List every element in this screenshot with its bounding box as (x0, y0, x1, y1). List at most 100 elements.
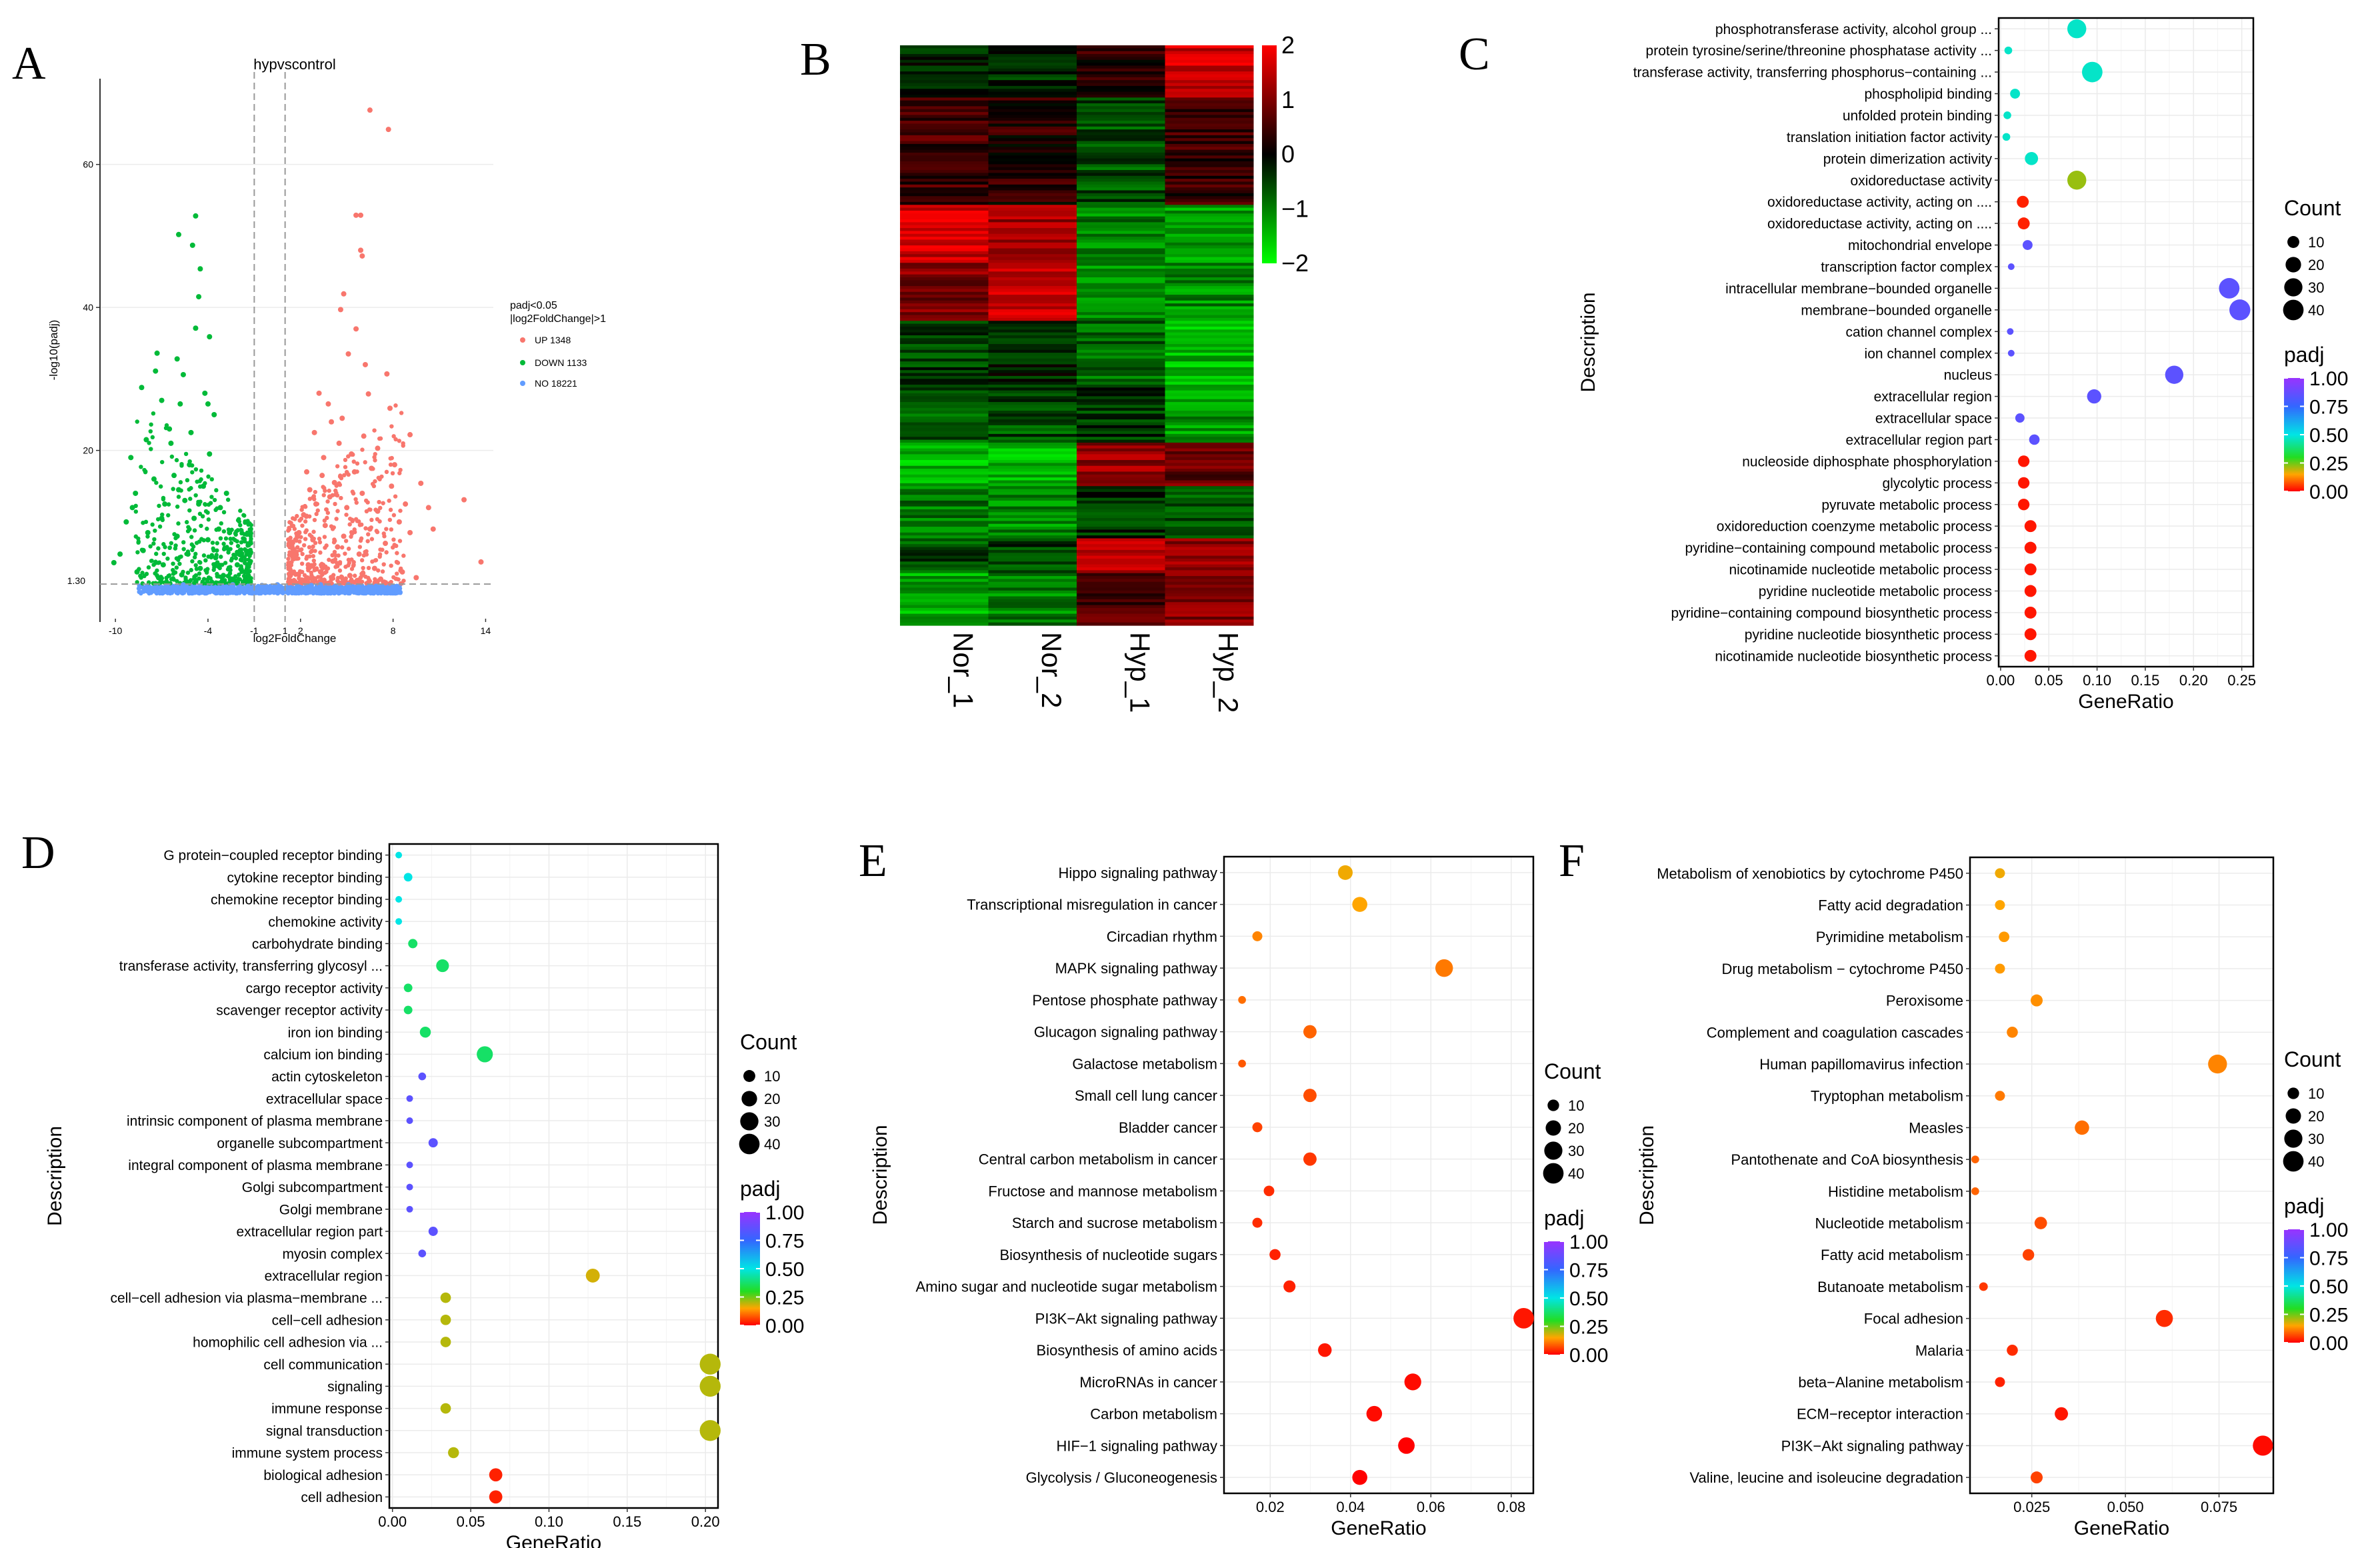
heatmap-cell (1077, 54, 1165, 57)
heatmap-cell (1165, 132, 1254, 136)
volcano-point-down-dense (205, 577, 210, 582)
volcano-point-down-dense (237, 572, 241, 577)
heatmap-cell (1077, 207, 1165, 211)
volcano-point-up-dense (329, 577, 334, 582)
go-c-term-label: protein tyrosine/serine/threonine phosph… (1646, 43, 1992, 59)
go-d-term-label: scavenger receptor activity (216, 1003, 383, 1019)
heatmap-cell (1165, 161, 1254, 165)
heatmap-cell (988, 45, 1077, 49)
heatmap-cell (900, 437, 989, 441)
volcano-legend-label-no: NO 18221 (535, 378, 577, 389)
heatmap-cell (1077, 561, 1165, 565)
heatmap-cell (1077, 45, 1165, 49)
heatmap-cell (988, 402, 1077, 405)
heatmap-cell (1077, 245, 1165, 249)
kegg-f-term-label: Fatty acid degradation (1818, 897, 1963, 913)
heatmap-cell (988, 274, 1077, 278)
heatmap-cell (900, 199, 989, 203)
panel-label-f: F (1559, 835, 1585, 887)
go-c-term-label: phospholipid binding (1865, 87, 1993, 102)
volcano-point-up-dense (368, 507, 373, 512)
heatmap-cell (900, 469, 989, 473)
volcano-point-up-dense (317, 540, 323, 545)
volcano-point-up-dense (339, 495, 343, 501)
go-c-dot (2029, 434, 2040, 445)
go-c-dot (2017, 195, 2029, 208)
heatmap-cell (988, 207, 1077, 211)
heatmap-cell (1077, 306, 1165, 310)
panel-f-kegg-dotplot: Metabolism of xenobiotics by cytochrome … (1636, 856, 2348, 1539)
volcano-point-down-dense (206, 474, 211, 479)
kegg-e-term-label: Pentose phosphate pathway (1032, 992, 1217, 1009)
heatmap-cell (1165, 91, 1254, 95)
heatmap-cell (988, 553, 1077, 557)
heatmap-cell (1165, 581, 1254, 585)
heatmap-cell (988, 263, 1077, 267)
go-d-count-legend-label: 30 (764, 1113, 780, 1130)
volcano-point-up-dense (339, 575, 345, 579)
volcano-point-up-dense (363, 549, 367, 555)
panel-label-c: C (1459, 29, 1490, 80)
heatmap-cell (1077, 48, 1165, 52)
heatmap-cell (988, 422, 1077, 426)
volcano-point-down (129, 505, 135, 511)
volcano-point-up-dense (322, 535, 327, 539)
heatmap-cell (1165, 210, 1254, 214)
volcano-point-up-dense (303, 505, 308, 509)
heatmap-cell (1077, 297, 1165, 301)
heatmap-cell (1165, 474, 1254, 478)
volcano-point-up (305, 562, 311, 568)
go-c-term-label: membrane−bounded organelle (1801, 303, 1992, 318)
volcano-point-down-dense (201, 577, 207, 581)
heatmap-cell (988, 379, 1077, 383)
volcano-point-up-dense (384, 527, 389, 531)
volcano-point-up (313, 501, 319, 507)
volcano-point-up-dense (377, 499, 381, 505)
go-c-term-label: extracellular region part (1846, 433, 1993, 448)
volcano-point-up-dense (391, 537, 396, 542)
kegg-f-dot (2253, 1435, 2273, 1456)
go-c-count-legend-key (2287, 236, 2299, 248)
volcano-point-down-dense (165, 556, 170, 561)
heatmap-cell (1165, 173, 1254, 177)
go-c-term-label: oxidoreductase activity, acting on .... (1767, 217, 1992, 232)
kegg-f-dot (2030, 994, 2043, 1007)
heatmap-cell (1165, 347, 1254, 351)
panel-label-e: E (859, 835, 887, 887)
volcano-point-down-dense (176, 495, 181, 499)
volcano-point-up-dense (315, 508, 320, 513)
go-d-term-label: myosin complex (282, 1247, 383, 1262)
heatmap-cell (1165, 437, 1254, 441)
heatmap-column-label: Nor_1 (947, 632, 979, 708)
heatmap-cell (1077, 228, 1165, 231)
heatmap-cell (900, 312, 989, 316)
volcano-point-down-dense (156, 546, 161, 551)
volcano-point-down-dense (228, 568, 233, 573)
heatmap-cell (988, 89, 1077, 93)
heatmap-cell (1165, 291, 1254, 295)
heatmap-cell (1165, 361, 1254, 365)
go-d-dot (406, 1205, 413, 1213)
go-c-dot (2165, 365, 2184, 384)
volcano-x-tick-label: 14 (481, 625, 491, 636)
heatmap-cell (900, 239, 989, 243)
heatmap-cell (900, 149, 989, 153)
volcano-point-up-dense (317, 536, 322, 541)
kegg-e-dot (1263, 1185, 1275, 1197)
volcano-point-no (317, 582, 323, 588)
heatmap-cell (1165, 106, 1254, 110)
heatmap-cell (900, 112, 989, 115)
volcano-point-down (168, 440, 174, 446)
volcano-point-down-dense (193, 551, 198, 557)
heatmap-cell (1077, 332, 1165, 336)
go-d-padj-legend-label: 0.50 (765, 1259, 804, 1281)
volcano-point-up (339, 415, 345, 421)
volcano-point-up-dense (395, 551, 399, 555)
volcano-point-down-dense (221, 547, 227, 552)
volcano-point-down-dense (136, 540, 141, 545)
volcano-point-up-dense (363, 526, 368, 531)
go-d-term-label: signaling (327, 1379, 383, 1395)
heatmap-cell (1077, 375, 1165, 379)
heatmap-cell (900, 57, 989, 61)
heatmap-cell (1077, 425, 1165, 429)
